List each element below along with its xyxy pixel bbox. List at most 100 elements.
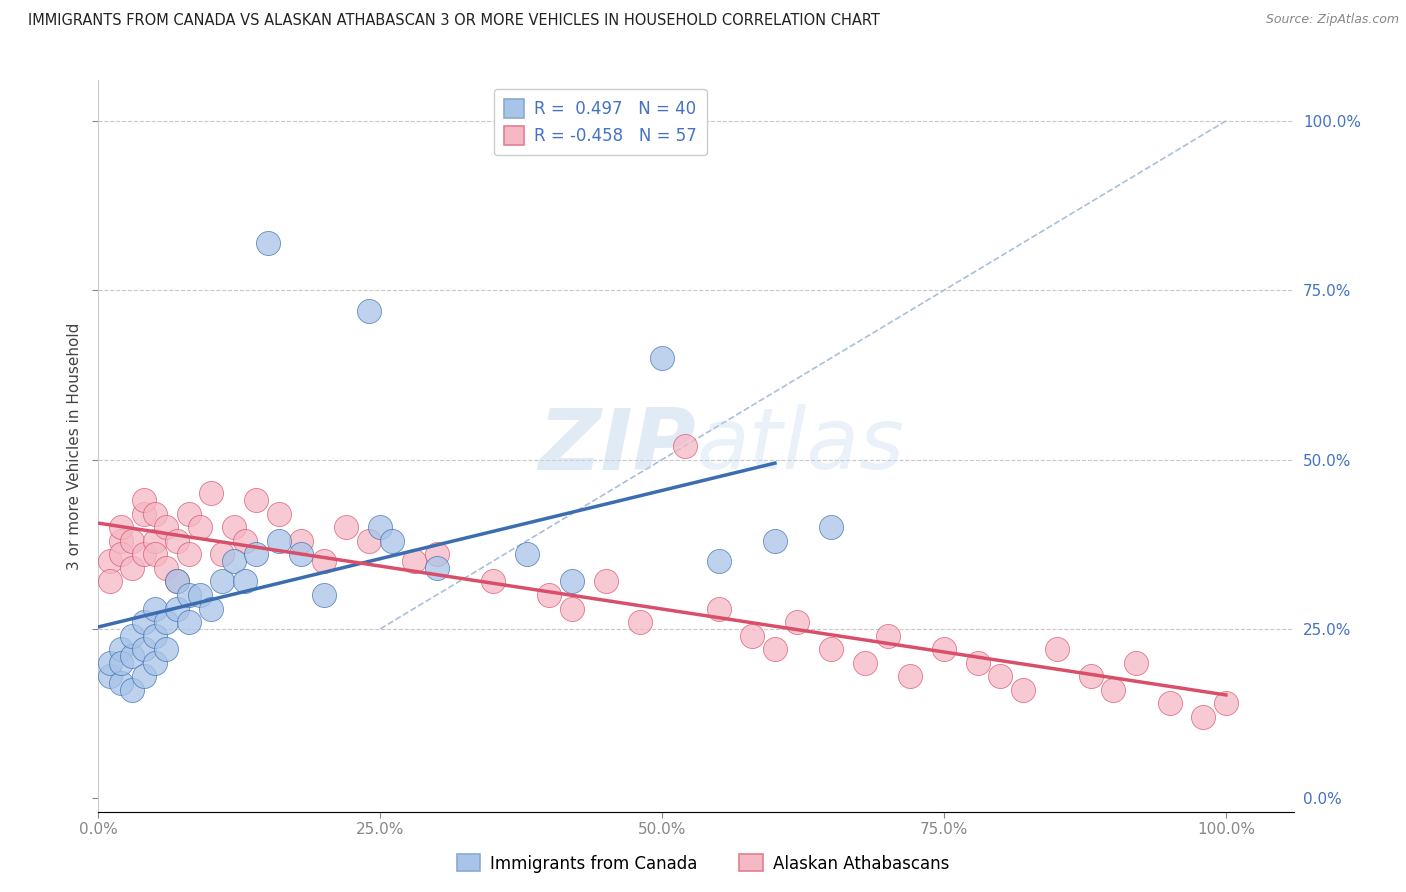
Point xyxy=(1046,642,1069,657)
Point xyxy=(110,533,132,548)
Point xyxy=(673,439,696,453)
Point xyxy=(155,561,177,575)
Point xyxy=(143,507,166,521)
Point xyxy=(132,507,155,521)
Point xyxy=(426,547,449,561)
Point xyxy=(98,669,121,683)
Point xyxy=(966,656,988,670)
Point xyxy=(898,669,921,683)
Point xyxy=(404,554,426,568)
Point xyxy=(786,615,808,629)
Point xyxy=(121,561,143,575)
Point xyxy=(155,642,177,657)
Point xyxy=(380,533,402,548)
Point xyxy=(121,629,143,643)
Point xyxy=(245,493,267,508)
Point xyxy=(1102,682,1125,697)
Point xyxy=(132,547,155,561)
Point xyxy=(143,656,166,670)
Point xyxy=(143,601,166,615)
Point xyxy=(110,656,132,670)
Point xyxy=(876,629,898,643)
Text: atlas: atlas xyxy=(696,404,904,488)
Point xyxy=(932,642,955,657)
Point xyxy=(357,533,380,548)
Point xyxy=(155,615,177,629)
Point xyxy=(155,520,177,534)
Point xyxy=(312,588,335,602)
Point xyxy=(188,588,211,602)
Point xyxy=(707,601,730,615)
Point xyxy=(98,656,121,670)
Text: Source: ZipAtlas.com: Source: ZipAtlas.com xyxy=(1265,13,1399,27)
Point xyxy=(426,561,449,575)
Point xyxy=(200,486,222,500)
Legend: Immigrants from Canada, Alaskan Athabascans: Immigrants from Canada, Alaskan Athabasc… xyxy=(450,847,956,880)
Point xyxy=(222,554,245,568)
Point xyxy=(143,547,166,561)
Point xyxy=(233,574,256,589)
Point xyxy=(651,351,673,365)
Point xyxy=(1215,697,1237,711)
Point xyxy=(312,554,335,568)
Point xyxy=(335,520,357,534)
Point xyxy=(222,520,245,534)
Point xyxy=(741,629,763,643)
Point xyxy=(290,533,312,548)
Point xyxy=(1012,682,1035,697)
Y-axis label: 3 or more Vehicles in Household: 3 or more Vehicles in Household xyxy=(66,322,82,570)
Point xyxy=(763,533,786,548)
Point xyxy=(990,669,1012,683)
Point xyxy=(707,554,730,568)
Point xyxy=(482,574,505,589)
Point xyxy=(290,547,312,561)
Point xyxy=(121,682,143,697)
Point xyxy=(267,507,290,521)
Point xyxy=(763,642,786,657)
Point xyxy=(110,676,132,690)
Point xyxy=(177,588,200,602)
Point xyxy=(132,669,155,683)
Point xyxy=(211,547,233,561)
Point xyxy=(166,574,188,589)
Point xyxy=(132,493,155,508)
Point xyxy=(853,656,876,670)
Point xyxy=(516,547,538,561)
Point xyxy=(98,554,121,568)
Point xyxy=(177,507,200,521)
Text: ZIP: ZIP xyxy=(538,404,696,488)
Point xyxy=(110,547,132,561)
Point xyxy=(1159,697,1181,711)
Point xyxy=(121,648,143,663)
Point xyxy=(143,629,166,643)
Point xyxy=(245,547,267,561)
Point xyxy=(177,615,200,629)
Legend: R =  0.497   N = 40, R = -0.458   N = 57: R = 0.497 N = 40, R = -0.458 N = 57 xyxy=(494,88,707,155)
Point xyxy=(256,235,278,250)
Point xyxy=(1125,656,1147,670)
Point xyxy=(110,642,132,657)
Point xyxy=(595,574,617,589)
Point xyxy=(233,533,256,548)
Point xyxy=(121,533,143,548)
Point xyxy=(628,615,651,629)
Point xyxy=(166,574,188,589)
Point xyxy=(357,303,380,318)
Point xyxy=(1080,669,1102,683)
Point xyxy=(132,642,155,657)
Point xyxy=(200,601,222,615)
Point xyxy=(211,574,233,589)
Point xyxy=(98,574,121,589)
Point xyxy=(1192,710,1215,724)
Point xyxy=(166,533,188,548)
Point xyxy=(166,601,188,615)
Text: IMMIGRANTS FROM CANADA VS ALASKAN ATHABASCAN 3 OR MORE VEHICLES IN HOUSEHOLD COR: IMMIGRANTS FROM CANADA VS ALASKAN ATHABA… xyxy=(28,13,880,29)
Point xyxy=(188,520,211,534)
Point xyxy=(820,520,842,534)
Point xyxy=(561,601,583,615)
Point xyxy=(132,615,155,629)
Point xyxy=(820,642,842,657)
Point xyxy=(110,520,132,534)
Point xyxy=(368,520,391,534)
Point xyxy=(267,533,290,548)
